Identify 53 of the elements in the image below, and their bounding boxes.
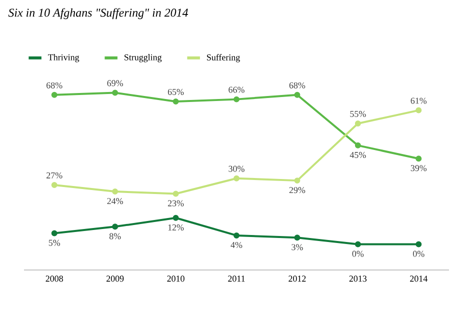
legend-label: Struggling xyxy=(124,54,162,62)
data-label: 68% xyxy=(46,82,62,88)
point xyxy=(416,241,422,248)
point xyxy=(234,96,240,102)
legend-label: Suffering xyxy=(207,54,240,62)
point xyxy=(112,90,118,96)
point xyxy=(172,190,179,197)
point xyxy=(51,230,58,236)
data-label: 24% xyxy=(107,198,123,204)
chart-title: Six in 10 Afghans "Suffering" in 2014 xyxy=(8,8,188,20)
data-label: 69% xyxy=(107,80,123,86)
x-tick-label: 2008 xyxy=(46,276,63,282)
point xyxy=(51,182,58,188)
data-label: 29% xyxy=(289,187,306,194)
point xyxy=(354,120,361,126)
x-tick-label: 2013 xyxy=(349,276,367,282)
point xyxy=(294,92,300,98)
data-label: 68% xyxy=(289,82,306,88)
x-tick-label: 2010 xyxy=(167,276,184,282)
data-label: 30% xyxy=(228,166,244,172)
x-tick-label: 2011 xyxy=(228,276,245,282)
point xyxy=(112,224,118,230)
data-label: 55% xyxy=(350,110,366,117)
point xyxy=(354,241,361,248)
x-tick-label: 2012 xyxy=(288,276,306,282)
point xyxy=(354,142,361,148)
point xyxy=(172,214,179,221)
point xyxy=(234,175,240,182)
point xyxy=(51,92,58,98)
data-label: 4% xyxy=(230,242,242,248)
data-label: 65% xyxy=(168,88,184,96)
data-label: 0% xyxy=(413,250,424,257)
point xyxy=(416,107,422,114)
data-label: 23% xyxy=(168,200,184,206)
point xyxy=(234,232,240,238)
x-tick-label: 2014 xyxy=(410,276,428,282)
point xyxy=(294,234,300,241)
data-label: 39% xyxy=(410,165,427,172)
data-label: 5% xyxy=(48,240,60,246)
data-label: 61% xyxy=(410,98,427,104)
data-label: 8% xyxy=(109,233,121,240)
point xyxy=(294,178,300,184)
data-label: 12% xyxy=(168,224,184,230)
data-label: 45% xyxy=(350,152,366,158)
point xyxy=(112,188,118,195)
x-tick-label: 2009 xyxy=(106,276,124,282)
data-label: 0% xyxy=(352,250,364,257)
legend-label: Thriving xyxy=(48,54,80,62)
data-label: 3% xyxy=(292,244,303,250)
point xyxy=(172,98,179,104)
data-label: 27% xyxy=(46,172,62,178)
point xyxy=(416,156,422,162)
data-label: 66% xyxy=(228,86,244,93)
